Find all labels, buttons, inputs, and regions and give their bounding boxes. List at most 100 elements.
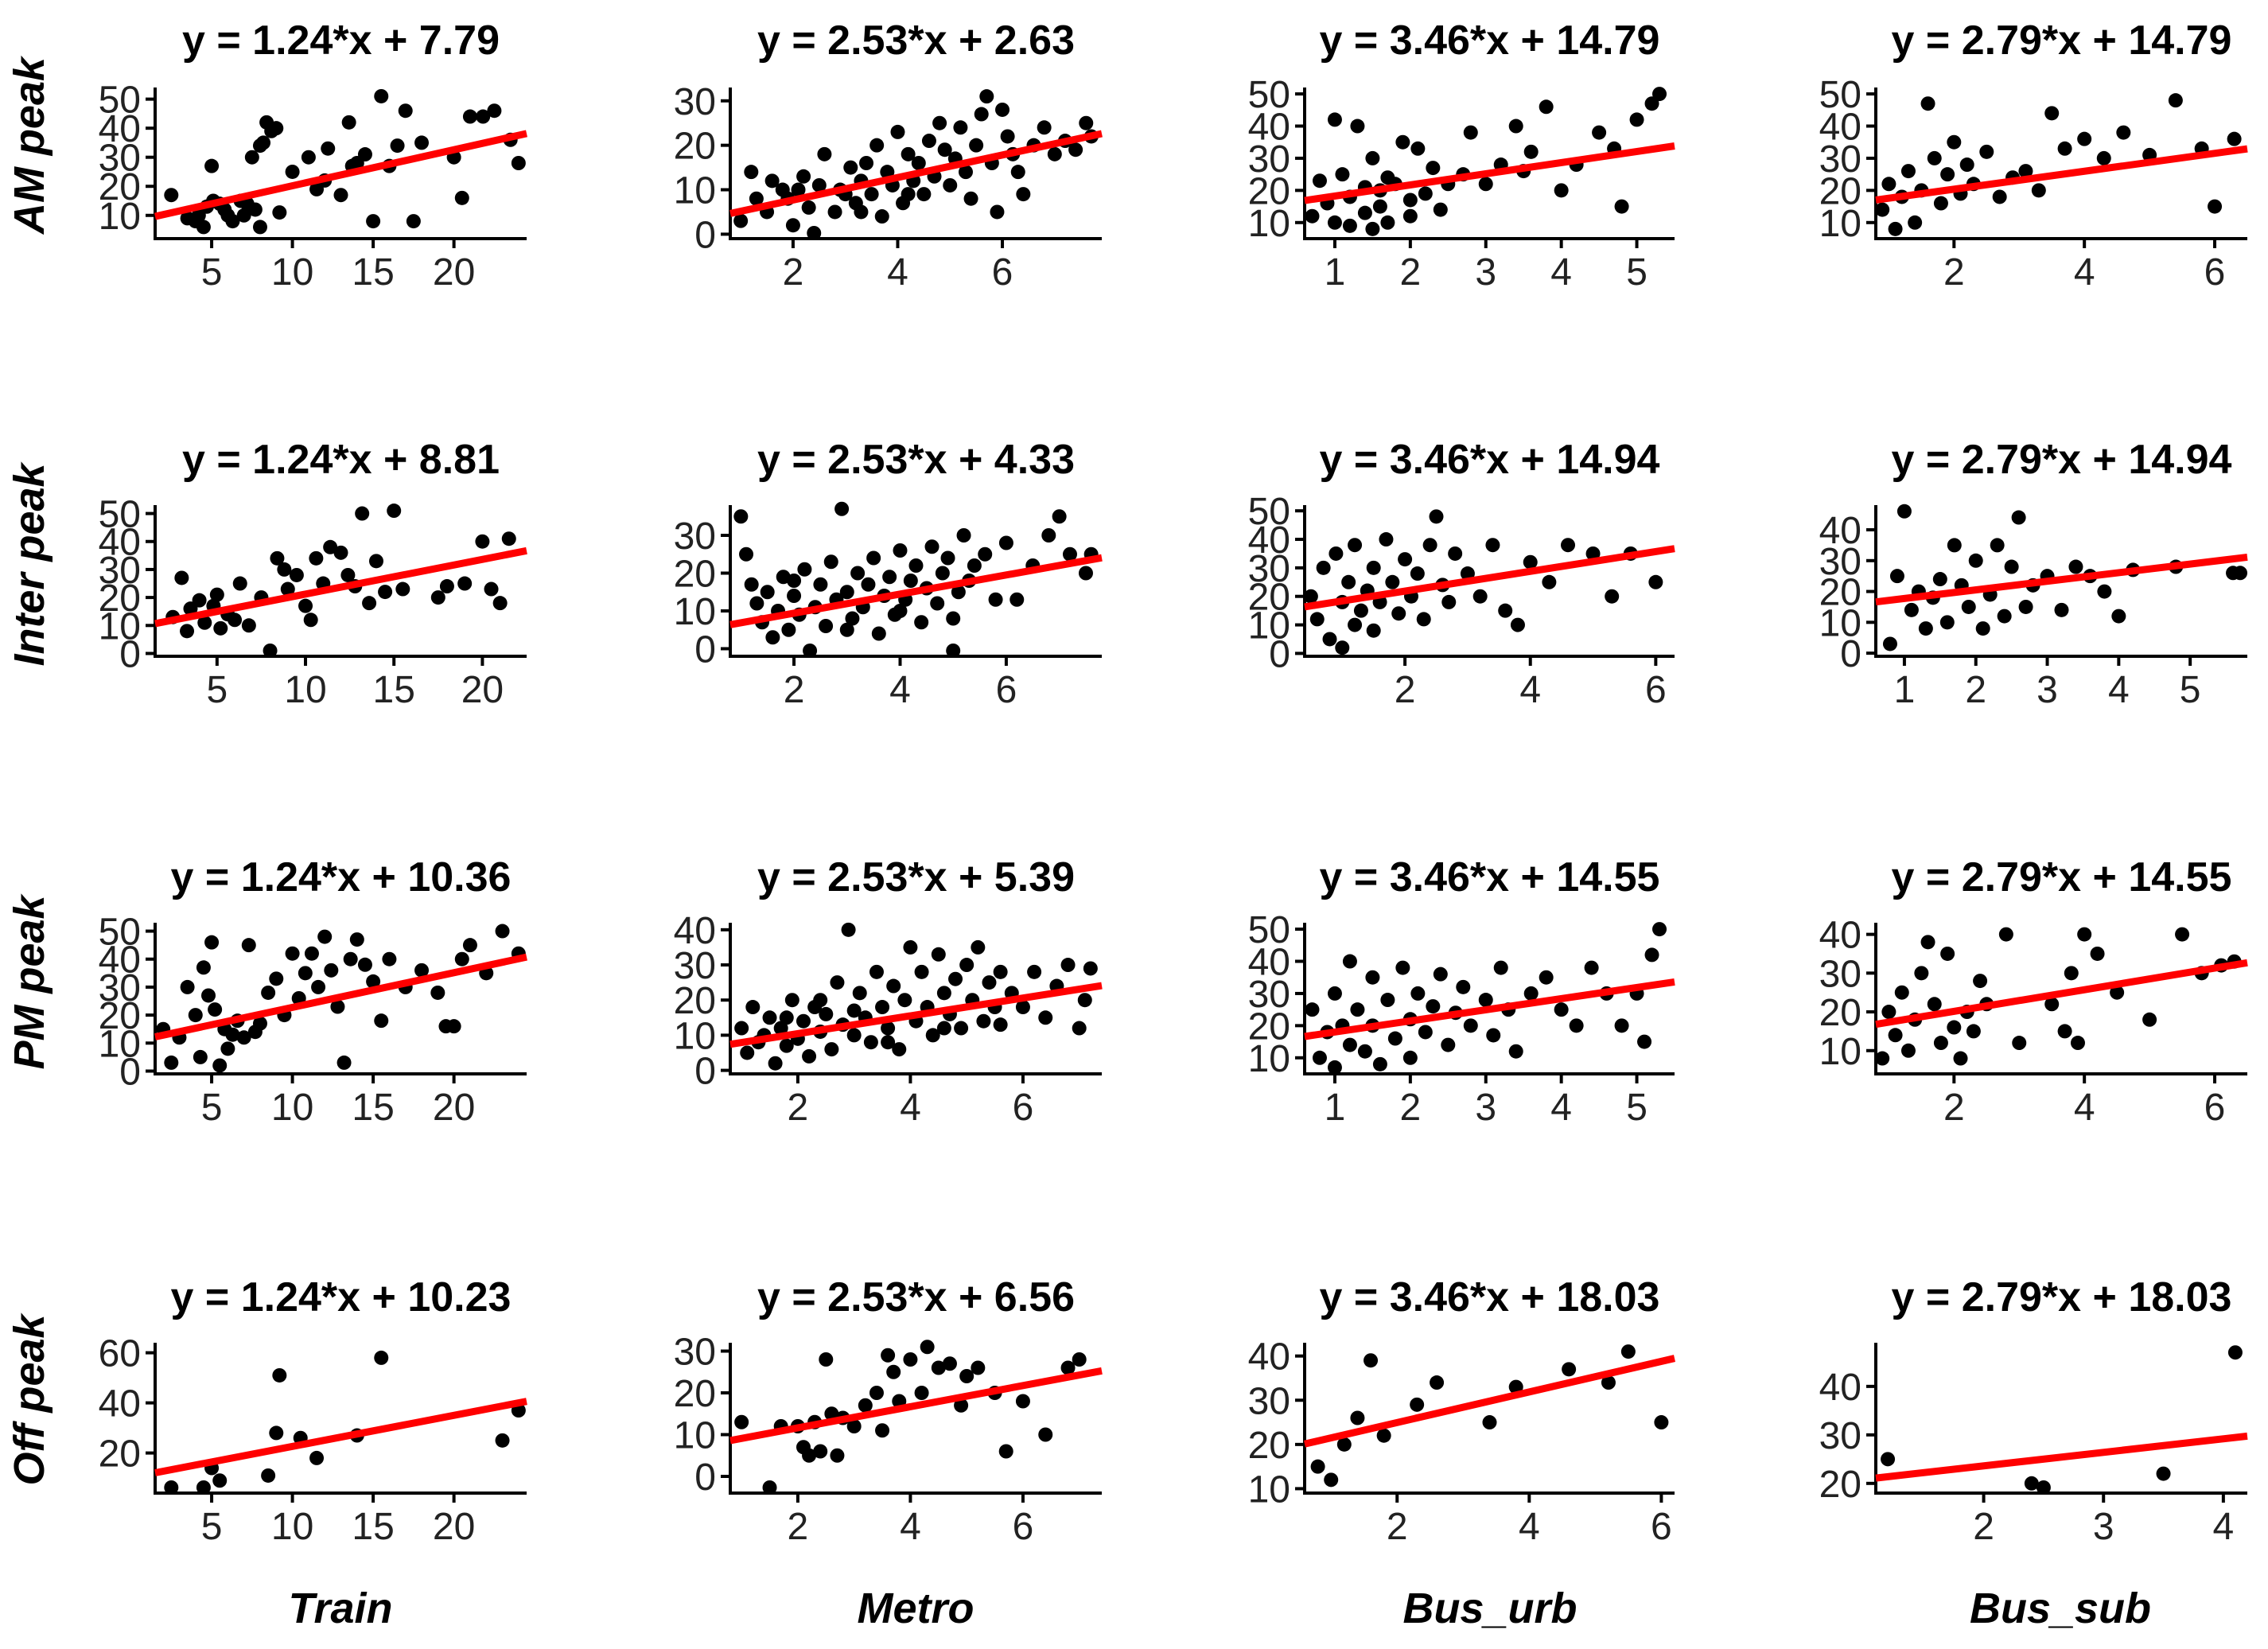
panel-off-peak-bus-urb-point <box>1324 1472 1339 1488</box>
panel-pm-peak-bus-sub-x-tick-label: 2 <box>1943 1087 1965 1129</box>
panel-off-peak-metro-x-tick-label: 6 <box>1013 1506 1034 1548</box>
panel-am-peak-bus-sub-point <box>2018 164 2033 179</box>
column-label-bus-sub: Bus_sub <box>1970 1585 2151 1632</box>
panel-am-peak-bus-urb-point <box>1614 199 1629 214</box>
panel-pm-peak-bus-urb-point <box>1433 966 1448 982</box>
panel-pm-peak-bus-sub-title: y = 2.79*x + 14.55 <box>1892 854 2232 900</box>
panel-inter-peak-bus-urb-x-tick-label: 2 <box>1395 669 1416 711</box>
panel-am-peak-train-x-tick-label: 20 <box>433 251 475 294</box>
panel-inter-peak-metro-y-tick-label: 0 <box>694 629 716 671</box>
panel-off-peak-bus-urb-axes <box>1303 1343 1675 1495</box>
panel-pm-peak-metro-x-tick-label: 6 <box>1013 1087 1034 1129</box>
panel-off-peak-metro-point <box>819 1352 834 1367</box>
panel-pm-peak-train-point <box>252 1016 267 1031</box>
panel-pm-peak-train-point <box>454 951 469 966</box>
panel-inter-peak-bus-urb-point <box>1422 538 1437 553</box>
panel-pm-peak-metro-point <box>1072 1021 1087 1036</box>
panel-am-peak-metro-point <box>801 200 816 215</box>
panel-off-peak-bus-urb-title: y = 3.46*x + 18.03 <box>1320 1274 1660 1320</box>
panel-off-peak-bus-sub-regression-line <box>1875 1432 2248 1482</box>
panel-inter-peak-bus-urb-point <box>1448 546 1463 561</box>
panel-am-peak-train-point <box>301 150 316 165</box>
panel-off-peak-bus-sub-point <box>1881 1452 1896 1467</box>
panel-off-peak-bus-sub-point <box>2156 1466 2171 1481</box>
panel-pm-peak-metro-point <box>813 993 828 1008</box>
panel-am-peak-bus-urb-point <box>1652 87 1667 102</box>
panel-pm-peak-metro-point <box>982 975 997 990</box>
panel-pm-peak-train-point <box>462 938 477 953</box>
panel-am-peak-train-point <box>196 220 211 235</box>
panel-inter-peak-metro-point <box>946 611 961 626</box>
panel-am-peak-bus-sub-point <box>2031 183 2046 198</box>
panel-off-peak-bus-sub-y-tick-label: 30 <box>1819 1415 1861 1457</box>
panel-am-peak-bus-urb-y-tick-label: 50 <box>1248 74 1290 116</box>
panel-inter-peak-bus-sub-point <box>2054 602 2069 617</box>
panel-inter-peak-bus-urb-point <box>1353 603 1368 618</box>
panel-am-peak-bus-sub-point <box>2116 125 2131 140</box>
panel-off-peak-bus-urb-point <box>1350 1410 1365 1425</box>
panel-off-peak-metro-point <box>875 1423 890 1438</box>
panel-am-peak-metro-title: y = 2.53*x + 2.63 <box>757 18 1075 64</box>
panel-am-peak-train-point <box>225 214 240 229</box>
panel-off-peak-train-x-tick-label: 20 <box>433 1506 475 1548</box>
panel-inter-peak-train-point <box>333 545 348 560</box>
panel-am-peak-train-title: y = 1.24*x + 7.79 <box>182 18 500 64</box>
panel-pm-peak-train-point <box>446 1019 461 1034</box>
panel-inter-peak-metro-title: y = 2.53*x + 4.33 <box>757 437 1075 483</box>
panel-pm-peak-metro-point <box>869 964 884 979</box>
panel-pm-peak-metro-y-tick-label: 30 <box>674 945 716 987</box>
panel-am-peak-train-y-tick-label: 50 <box>99 80 141 122</box>
panel-am-peak-train-y-tick-label: 10 <box>99 196 141 238</box>
panel-off-peak-train-regression-line <box>154 1398 527 1476</box>
panel-pm-peak-metro-point <box>863 1035 878 1050</box>
panel-pm-peak-metro-point <box>802 1048 817 1064</box>
panel-inter-peak-train-y-tick-label: 20 <box>99 578 141 620</box>
panel-inter-peak-train-point <box>501 531 516 546</box>
panel-am-peak-bus-urb-point <box>1402 193 1418 208</box>
panel-off-peak-train-x-tick-label: 10 <box>271 1506 313 1548</box>
panel-off-peak-train-point <box>196 1480 211 1495</box>
panel-am-peak-bus-urb-point <box>1327 215 1342 230</box>
panel-am-peak-bus-urb-point <box>1523 144 1539 159</box>
panel-off-peak-bus-urb-y-tick-label: 30 <box>1248 1380 1290 1422</box>
panel-off-peak-metro-y-tick-label: 20 <box>674 1373 716 1415</box>
panel-am-peak-metro-point <box>890 124 905 139</box>
panel-inter-peak-metro-point <box>839 622 854 637</box>
panel-pm-peak-metro-point <box>976 1013 991 1029</box>
panel-inter-peak-bus-sub-y-tick-label: 10 <box>1819 602 1861 644</box>
panel-am-peak-train-point <box>487 103 502 119</box>
panel-inter-peak-metro-point <box>871 626 886 641</box>
panel-pm-peak-train-y-tick-label: 30 <box>99 967 141 1009</box>
panel-inter-peak-metro-point <box>882 570 897 585</box>
panel-am-peak-metro-point <box>749 191 764 206</box>
panel-inter-peak-metro-x-tick-label: 6 <box>996 669 1017 711</box>
panel-inter-peak-bus-sub-y-tick-label: 20 <box>1819 572 1861 614</box>
panel-am-peak-metro-point <box>859 156 874 170</box>
panel-inter-peak-bus-sub-point <box>1968 553 1983 568</box>
panel-pm-peak-bus-urb-title: y = 3.46*x + 14.55 <box>1320 854 1660 900</box>
panel-am-peak-bus-urb-y-tick-label: 40 <box>1248 107 1290 149</box>
panel-pm-peak-bus-sub-point <box>2070 1036 2085 1051</box>
panel-am-peak-metro-point <box>1000 129 1015 144</box>
panel-am-peak-train-y-tick-label: 30 <box>99 138 141 180</box>
panel-am-peak-train-point <box>462 109 477 124</box>
panel-off-peak-bus-sub-x-tick-label: 2 <box>1973 1506 1994 1548</box>
panel-inter-peak-bus-urb-regression-line <box>1304 545 1675 611</box>
panel-inter-peak-train-point <box>395 581 410 597</box>
panel-am-peak-metro-point <box>979 89 994 104</box>
panel-pm-peak-bus-sub-point <box>1927 997 1942 1012</box>
panel-pm-peak-metro-point <box>1077 993 1092 1008</box>
panel-off-peak-bus-urb-point <box>1654 1415 1669 1430</box>
panel-inter-peak-metro-point <box>1041 528 1056 543</box>
panel-pm-peak-bus-urb-point <box>1463 1018 1478 1033</box>
panel-am-peak-bus-urb-x-tick-label: 1 <box>1325 251 1346 294</box>
panel-off-peak-metro-point <box>920 1340 935 1355</box>
panel-inter-peak-bus-urb-point <box>1379 532 1394 547</box>
panel-pm-peak-metro-y-tick-label: 40 <box>674 910 716 952</box>
panel-pm-peak-train-x-tick-label: 5 <box>201 1087 223 1129</box>
